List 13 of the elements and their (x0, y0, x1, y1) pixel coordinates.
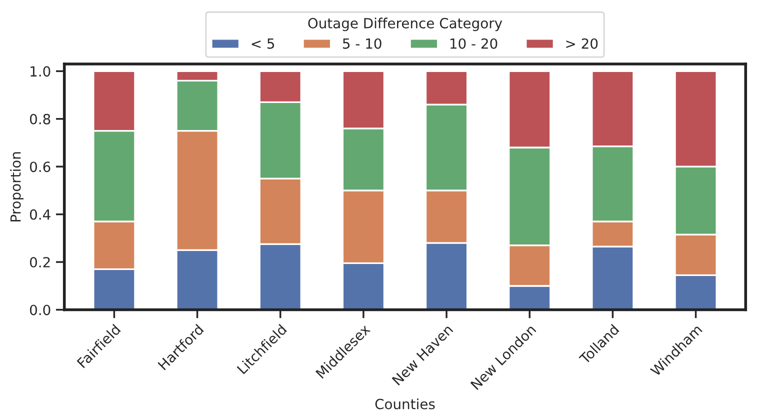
legend-label: > 20 (566, 38, 598, 49)
y-tick-label: 0.0 (30, 304, 50, 316)
y-tick-label: 1.0 (30, 66, 50, 77)
y-tick-label: 0.8 (30, 114, 50, 124)
y-tick-label: 0.2 (30, 257, 50, 268)
x-axis-title: Counties (375, 398, 435, 410)
y-tick-label: 0.6 (30, 162, 50, 172)
legend-label: < 5 (252, 38, 274, 49)
legend-label: 10 - 20 (450, 38, 498, 49)
legend-label: 5 - 10 (342, 38, 382, 49)
y-tick-label: 0.4 (30, 209, 50, 220)
y-axis-title: Proportion (10, 152, 24, 222)
legend-title: Outage Difference Category (308, 18, 502, 32)
